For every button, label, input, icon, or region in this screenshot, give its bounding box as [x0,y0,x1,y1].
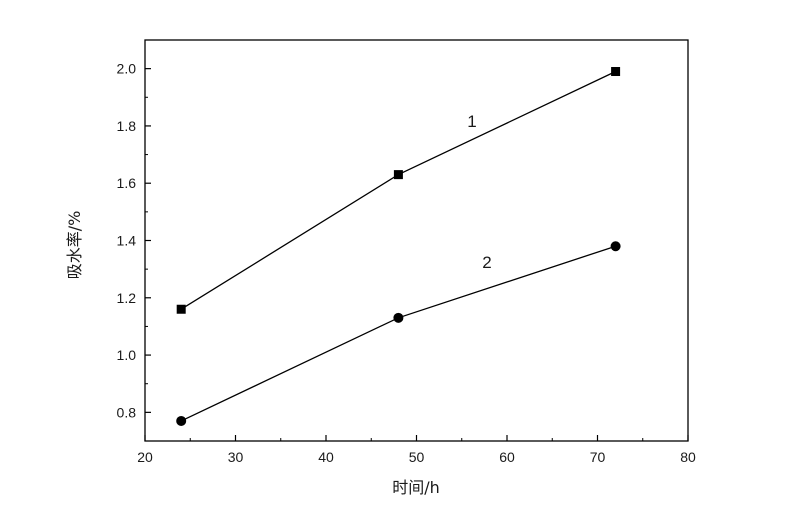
x-tick-label: 70 [590,449,606,465]
y-axis-title: 吸水率/% [65,211,84,280]
y-tick-label: 1.4 [117,233,137,249]
series-2-point [393,312,404,323]
y-axis-ticks: 0.8 1.0 1.2 1.4 1.6 1.8 2.0 [117,39,151,442]
y-tick-label: 0.8 [117,404,137,420]
series-1-label: 1 [467,112,476,131]
x-tick-label: 80 [680,449,696,465]
series-2-line [180,245,616,422]
plot-frame [144,39,689,442]
x-tick-label: 60 [499,449,515,465]
series-1-line [180,70,616,310]
y-tick-label: 1.0 [117,347,137,363]
x-tick-label: 40 [318,449,334,465]
x-tick-label: 50 [409,449,425,465]
y-tick-label: 2.0 [117,61,137,77]
series-2-point [176,415,187,426]
y-tick-label: 1.2 [117,290,137,306]
x-tick-label: 30 [228,449,244,465]
series-1-point [611,67,621,77]
series-2-point [610,241,621,252]
series-2-label: 2 [482,253,491,272]
series-1-point [176,304,186,314]
series-layer [176,67,621,426]
y-tick-label: 1.8 [117,118,137,134]
y-tick-label: 1.6 [117,175,137,191]
x-axis-ticks: 20 30 40 50 60 70 80 [137,435,696,465]
x-axis-title: 时间/h [392,478,440,497]
series-1-point [393,170,403,180]
x-tick-label: 20 [137,449,153,465]
